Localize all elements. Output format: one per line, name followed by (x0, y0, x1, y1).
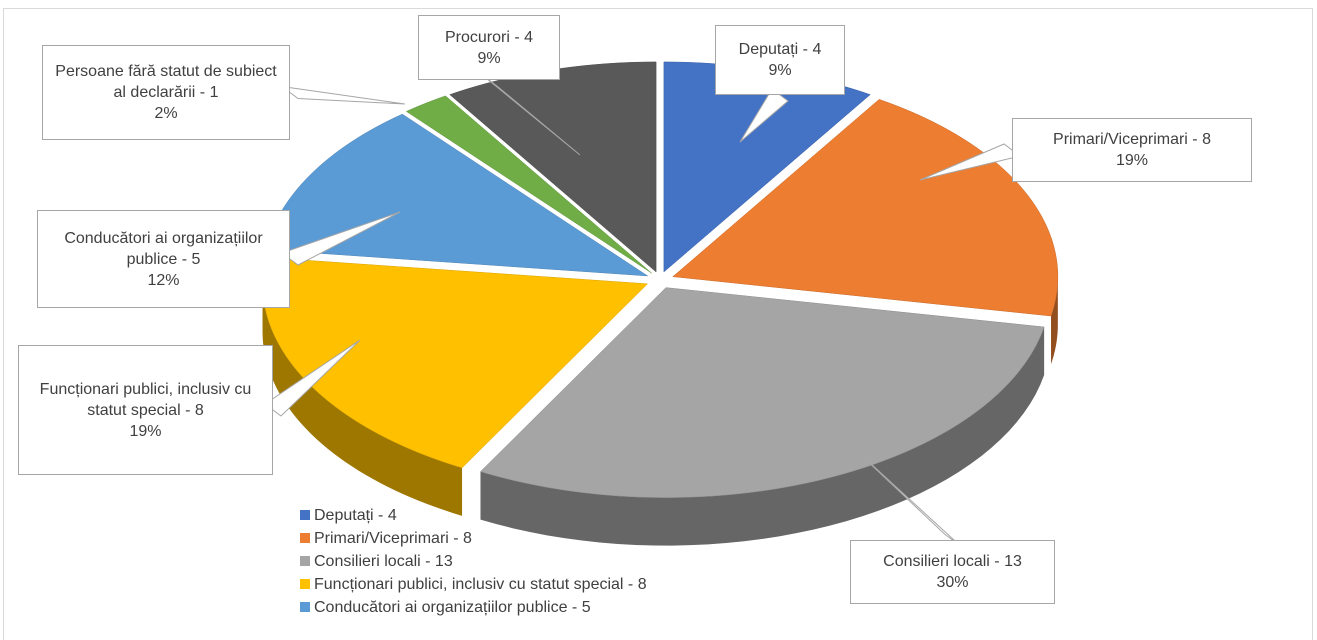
label-pointer (264, 339, 361, 417)
slice-side (262, 283, 463, 516)
slice-side (480, 326, 1045, 546)
legend-entry: Consilieri locali - 13 (300, 553, 453, 571)
label-pointer (480, 73, 581, 156)
legend-swatch (300, 556, 310, 566)
pie-slice (480, 287, 1045, 498)
data-label-value: 12% (147, 271, 180, 289)
data-label: Primari/Viceprimari - 8 19% (1012, 118, 1252, 182)
legend-entry: Deputați - 4 (300, 507, 397, 525)
data-label-category: Primari/Viceprimari - 8 (1053, 131, 1211, 148)
data-label: Deputați - 4 9% (715, 25, 845, 95)
data-label: Persoane fără statut de subiect al decla… (42, 45, 290, 140)
data-label-value: 9% (477, 49, 501, 67)
data-label-value: 9% (768, 62, 792, 79)
data-label-value: 19% (1115, 152, 1149, 169)
data-label-category: Consilieri locali - 13 (883, 553, 1022, 570)
data-label: Consilieri locali - 13 30% (850, 540, 1055, 604)
legend-label: Deputați - 4 (314, 507, 397, 524)
legend-label: Consilieri locali - 13 (314, 553, 453, 570)
data-label-value: 30% (936, 574, 969, 591)
data-label: Funcționari publici, inclusiv cu statut … (18, 345, 273, 475)
legend-swatch (300, 510, 310, 520)
pie-slice (672, 99, 1059, 317)
slice-side (1051, 276, 1058, 365)
label-pointer (739, 88, 789, 143)
legend-label: Conducători ai organizațiilor publice - … (314, 599, 591, 616)
legend-entry: Funcționari publici, inclusiv cu statut … (300, 576, 647, 594)
legend-entry: Primari/Viceprimari - 8 (300, 530, 472, 548)
label-pointer (281, 86, 406, 105)
data-label-category: Persoane fără statut de subiect al decla… (55, 63, 277, 101)
data-label: Procurori - 4 9% (418, 15, 560, 80)
data-label-category: Procurori - 4 (444, 28, 534, 46)
legend-label: Funcționari publici, inclusiv cu statut … (314, 576, 647, 593)
data-label: Conducători ai organizațiilor publice - … (37, 210, 290, 308)
legend-swatch (300, 579, 310, 589)
data-label-category: Funcționari publici, inclusiv cu statut … (39, 380, 252, 419)
data-label-category: Deputați - 4 (738, 41, 822, 58)
data-label-category: Conducători ai organizațiilor publice - … (64, 229, 263, 268)
legend-swatch (300, 533, 310, 543)
data-label-value: 19% (129, 422, 162, 440)
legend-swatch (300, 602, 310, 612)
data-label-value: 2% (154, 105, 178, 122)
chart-frame (3, 8, 1313, 640)
label-pointer (280, 211, 401, 266)
legend-label: Primari/Viceprimari - 8 (314, 530, 472, 547)
pie-slice (405, 95, 652, 274)
legend-entry: Conducători ai organizațiilor publice - … (300, 599, 591, 617)
